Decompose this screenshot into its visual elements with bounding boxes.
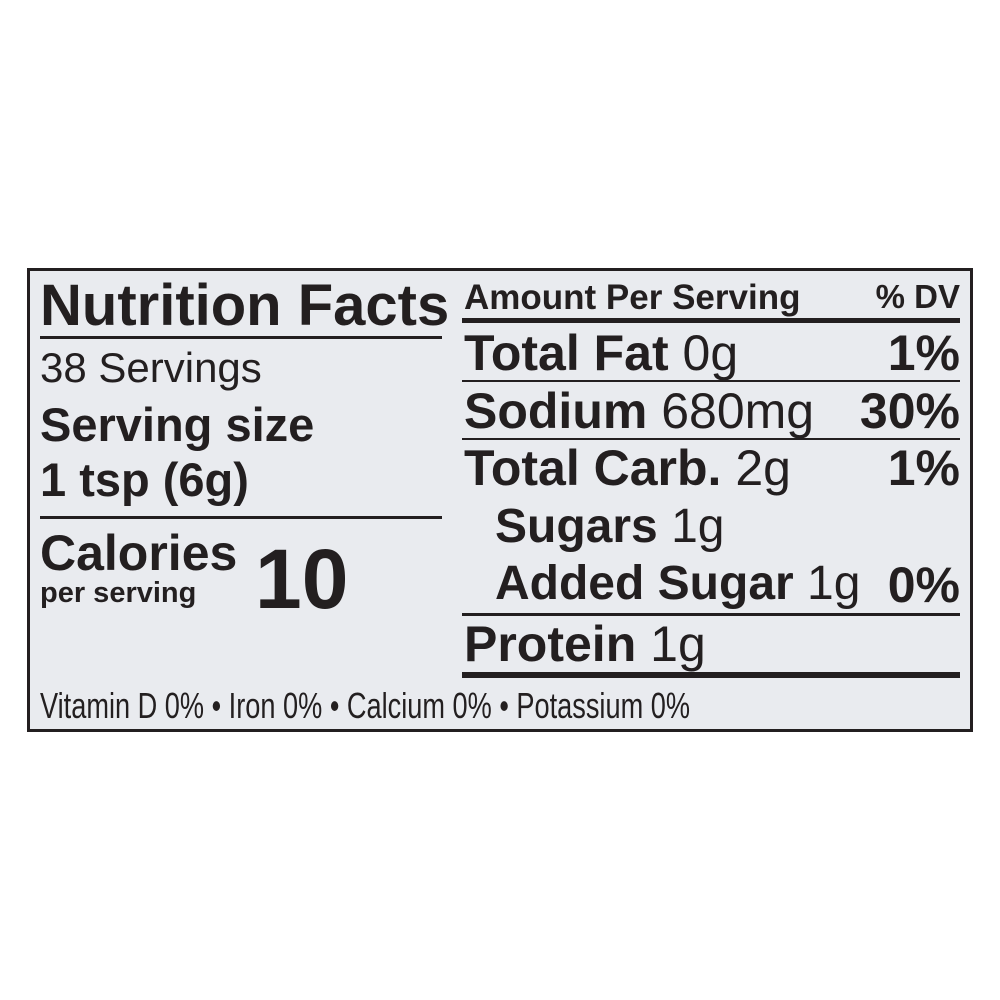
divider	[462, 318, 960, 323]
divider	[462, 613, 960, 616]
calories-label: Calories	[40, 525, 238, 581]
nutrient-amount: 1g	[650, 616, 706, 672]
nutrient-row-sodium: Sodium 680mg	[464, 386, 814, 436]
nutrient-amount: 2g	[735, 440, 791, 496]
serving-size-value: 1 tsp (6g)	[40, 453, 249, 506]
dv-header: % DV	[875, 278, 960, 315]
nutrient-row-total-carb: Total Carb. 2g	[464, 443, 791, 493]
nutrient-dv: 1%	[887, 440, 960, 496]
divider	[462, 438, 960, 440]
nutrient-dv: 30%	[859, 383, 960, 439]
amount-per-serving-header: Amount Per Serving	[464, 278, 801, 317]
nutrient-row-total-fat: Total Fat 0g	[464, 328, 738, 378]
divider	[40, 336, 442, 339]
divider	[462, 380, 960, 382]
nutrient-dv: 0%	[887, 557, 960, 613]
nutrient-name: Total Carb.	[464, 440, 722, 496]
calories-value: 10	[255, 532, 349, 626]
nutrition-facts-panel	[27, 268, 973, 732]
nutrient-row-sugars: Sugars 1g	[495, 503, 724, 551]
nutrient-amount: 0g	[682, 325, 739, 381]
nutrient-amount: 1g	[807, 557, 861, 610]
nutrient-dv: 1%	[887, 325, 960, 381]
nutrient-name: Sodium	[464, 383, 648, 439]
servings-count: 38 Servings	[40, 344, 262, 391]
serving-size-label: Serving size	[40, 398, 315, 451]
divider	[462, 672, 960, 678]
micronutrient-footer: Vitamin D 0% • Iron 0% • Calcium 0% • Po…	[40, 685, 690, 726]
nutrient-row-protein: Protein 1g	[464, 619, 706, 669]
divider	[40, 516, 442, 519]
nutrient-name: Added Sugar	[495, 557, 794, 610]
nutrient-name: Sugars	[495, 500, 658, 553]
panel-title: Nutrition Facts	[40, 273, 450, 338]
nutrient-amount: 680mg	[661, 383, 815, 439]
nutrient-row-added-sugar: Added Sugar 1g	[495, 560, 860, 608]
nutrient-amount: 1g	[671, 500, 725, 553]
nutrient-name: Total Fat	[464, 325, 669, 381]
calories-sublabel: per serving	[40, 577, 197, 609]
nutrient-name: Protein	[464, 616, 637, 672]
footer-text: Vitamin D 0% • Iron 0% • Calcium 0% • Po…	[40, 685, 690, 726]
